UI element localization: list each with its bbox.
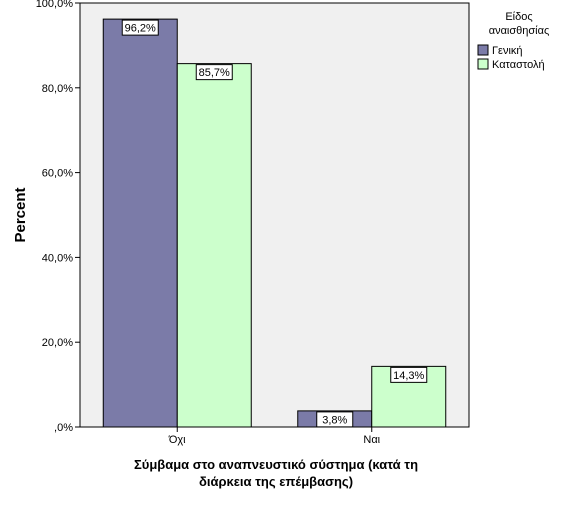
data-label: 96,2% [125,23,156,35]
legend-label: Γενική [492,45,523,57]
bar [176,63,252,428]
legend-items: Γενική Καταστολή [477,44,545,71]
data-label: 85,7% [199,67,230,79]
y-axis-title: Percent [12,187,29,242]
data-labels-layer: 96,2% 85,7% 3,8% 14,3% [121,19,428,428]
legend-swatch [477,58,489,70]
x-tick-label: Ναι [363,434,380,446]
x-tick-label: Όχι [168,434,186,446]
legend: Είδος αναισθησίας Γενική Καταστολή [477,11,550,71]
data-label-box [316,411,354,428]
data-label: 3,8% [322,414,347,426]
data-label-box [195,64,233,81]
x-axis-title-line-2: διάρκεια της επέμβασης) [199,474,353,489]
x-axis-title-line-1: Σύμβαμα στο αναπνευστικό σύστημα (κατά τ… [134,457,418,472]
legend-label: Καταστολή [492,59,545,71]
bar [371,365,447,428]
legend-title-line-1: Είδος [505,11,532,23]
y-tick-label: 80,0% [42,83,73,95]
data-label-box [121,19,159,36]
bar [102,18,178,428]
data-label-box [390,366,428,383]
legend-title-line-2: αναισθησίας [489,25,550,37]
y-tick-label: 60,0% [42,168,73,180]
y-tick-label: 20,0% [42,337,73,349]
axes-layer: ,0% 20,0% 40,0% 60,0% 80,0% 100,0% Όχι Ναι [36,0,381,446]
y-tick-label: 40,0% [42,252,73,264]
legend-swatch [477,44,489,56]
y-tick-label: 100,0% [36,0,74,10]
y-tick-label: ,0% [54,422,73,434]
data-label: 14,3% [393,370,424,382]
